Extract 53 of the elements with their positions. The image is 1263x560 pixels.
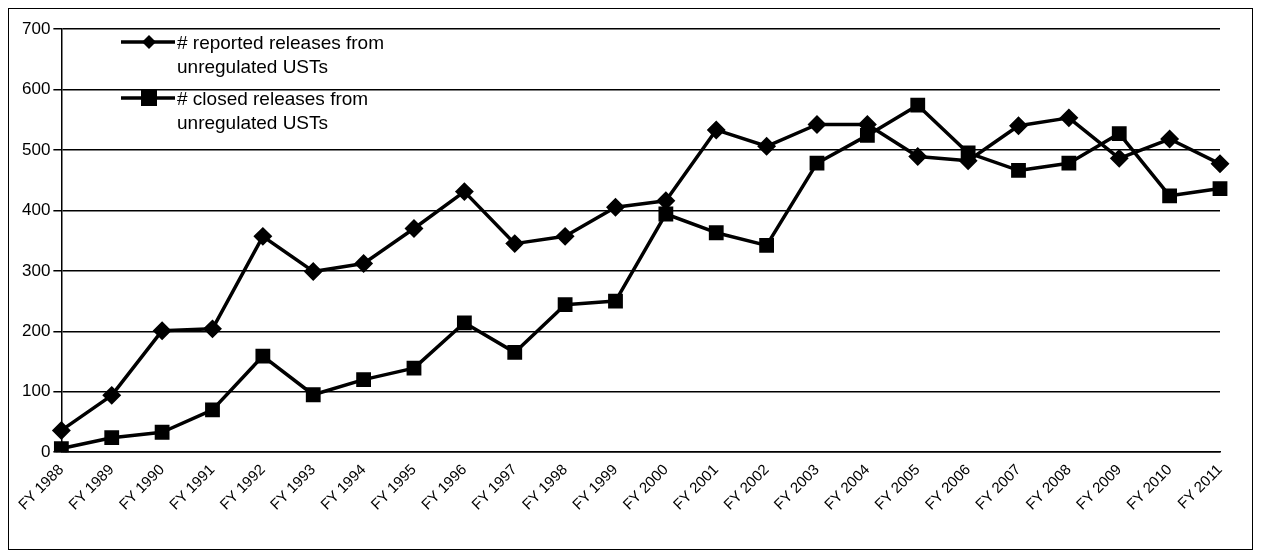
y-tick-label: 700 <box>21 18 51 38</box>
point <box>1009 116 1028 135</box>
point <box>910 97 926 113</box>
point <box>456 315 472 331</box>
point <box>405 219 423 238</box>
point <box>153 321 171 340</box>
point <box>53 441 69 453</box>
point <box>707 121 725 139</box>
point <box>1011 163 1026 178</box>
point <box>608 293 623 309</box>
point <box>455 182 474 201</box>
point <box>556 227 574 246</box>
y-tick-label: 500 <box>21 139 51 159</box>
point <box>254 227 272 246</box>
point <box>1211 155 1229 173</box>
point <box>354 254 373 273</box>
point <box>759 238 775 253</box>
y-tick-label: 0 <box>40 441 51 461</box>
point <box>708 225 724 241</box>
point <box>1060 109 1078 127</box>
point <box>909 147 927 166</box>
point <box>154 424 170 440</box>
point <box>808 115 826 134</box>
point <box>606 198 625 217</box>
point <box>406 360 422 376</box>
point <box>304 262 322 281</box>
point <box>1111 126 1127 141</box>
point <box>1110 149 1128 168</box>
point <box>1212 181 1228 197</box>
y-tick-label: 600 <box>21 79 51 99</box>
point <box>102 386 121 405</box>
point <box>507 345 523 360</box>
point <box>52 421 71 440</box>
point <box>205 402 220 418</box>
point <box>1162 188 1178 204</box>
point <box>505 234 524 253</box>
y-tick-label: 300 <box>21 260 51 280</box>
point <box>1061 155 1077 171</box>
point <box>255 348 271 364</box>
legend-label: # reported releases from unregulated USTs <box>177 31 385 79</box>
y-tick-label: 100 <box>21 381 51 401</box>
point <box>1160 130 1179 148</box>
y-tick-label: 400 <box>21 200 51 220</box>
point <box>658 206 674 222</box>
y-tick-label: 200 <box>21 320 51 340</box>
point <box>809 155 825 171</box>
point <box>305 387 321 403</box>
point <box>557 297 573 313</box>
point <box>757 137 776 156</box>
point <box>104 430 120 446</box>
legend-label: # closed releases from unregulated USTs <box>177 87 370 135</box>
point <box>356 372 372 388</box>
point <box>203 320 222 338</box>
